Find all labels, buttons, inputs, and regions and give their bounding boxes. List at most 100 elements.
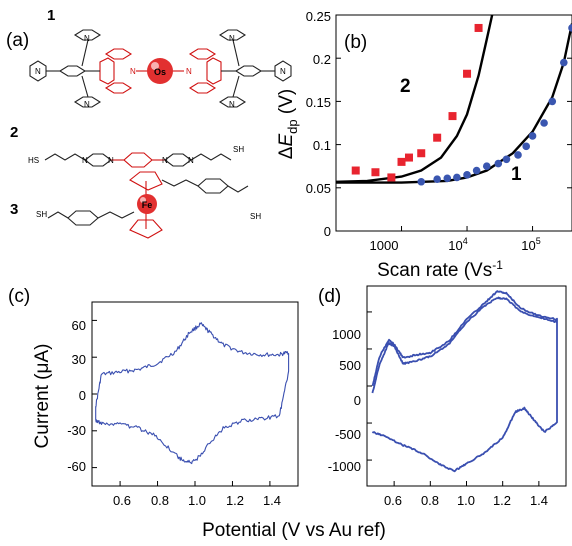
y-tick-label: 500 [339,358,361,373]
y-tick-label: 0 [79,388,86,403]
osmium-center: Os [136,58,184,84]
y-tick-label: -30 [67,423,86,438]
x-tick-label: 1.0 [188,493,206,508]
atom-label: N [186,67,192,76]
atom-label: N [130,67,136,76]
data-point-series-2 [433,133,442,142]
data-point-series-1 [540,119,548,127]
y-axis-title-c: Current (μA) [32,344,53,449]
data-point-series-1 [494,159,503,168]
data-point-series-2 [404,153,413,162]
x-tick-label: 1.2 [226,493,244,508]
tick-marks-d [367,311,540,486]
y-tick-label: 0 [324,224,331,239]
panel-label-d: (d) [318,286,341,307]
data-point-series-1 [472,166,481,175]
atom-label: N [108,156,114,165]
metal-label-os: Os [154,67,166,77]
y-tick-label: 0 [354,393,361,408]
atom-label: N [280,67,286,76]
compound-2-number: 2 [10,124,18,141]
panel-label-c: (c) [8,286,30,307]
atom-label: N [35,67,41,76]
data-point-series-1 [514,151,522,159]
metal-label-fe: Fe [142,200,153,210]
panel-a: (a) 1 [6,7,292,239]
atom-label: N [84,34,90,43]
compound-1-structure [29,29,292,108]
x-tick-label: 105 [521,236,540,253]
x-tick-label: 0.8 [421,493,439,508]
y-tick-label: 0.05 [306,181,331,196]
y-tick-label: -500 [335,427,361,442]
x-tick-label: 1.0 [457,493,475,508]
data-point-series-1 [502,155,511,164]
data-point-series-2 [474,23,483,32]
compound-2-structure [44,152,232,168]
plot-frame-b [335,14,572,232]
cv-trace-2 [371,296,558,394]
shared-x-axis-title: Potential (V vs Au ref) [202,520,386,541]
data-point-series-1 [548,97,557,106]
thiol-label-right: SH [250,212,261,221]
panel-label-b: (b) [344,32,367,53]
tick-marks-c [92,319,271,486]
series-label-1: 1 [511,164,522,185]
panel-label-a: (a) [6,30,29,51]
compound-3-number: 3 [10,201,18,218]
fit-line-series-1 [336,23,572,184]
data-point-series-2 [351,166,360,175]
data-point-series-1 [528,132,537,140]
y-tick-label: 30 [72,352,86,367]
data-point-series-1 [568,24,572,32]
data-point-series-1 [453,173,461,182]
y-tick-label: -1000 [328,459,361,474]
atom-label: N [84,100,90,109]
y-tick-label: 60 [72,318,86,333]
y-tick-label: 0.25 [306,9,331,24]
fit-line-series-2 [336,15,494,183]
tick-marks-b [336,14,572,232]
thiol-label-left: SH [36,210,47,219]
atom-label: N [82,156,88,165]
x-tick-label: 1.4 [263,493,281,508]
data-point-series-1 [417,177,426,186]
data-point-series-2 [448,112,457,121]
data-point-series-2 [417,149,426,158]
panel-b: (b) 0.25 0.2 0.15 0.1 0.05 0 1000 104 10… [276,9,572,281]
x-tick-label: 1000 [370,238,399,253]
y-tick-label: 1000 [332,327,361,342]
x-tick-label: 0.6 [113,493,131,508]
ferrocene-center: Fe [137,194,157,214]
data-point-series-2 [397,157,406,166]
data-markers-b [351,23,572,186]
y-tick-label: 0.2 [313,52,331,67]
compound-3-structure [47,171,249,239]
x-tick-label: 1.4 [530,493,548,508]
y-tick-label: -60 [67,459,86,474]
data-point-series-1 [482,162,491,170]
atom-label: N [162,156,168,165]
x-axis-title-b: Scan rate (Vs-1 [377,258,503,281]
data-point-series-1 [560,58,568,67]
data-point-series-1 [443,174,452,183]
y-tick-label: 0.1 [313,138,331,153]
data-point-series-2 [387,173,396,182]
series-label-2: 2 [400,76,411,97]
atom-label: N [188,156,194,165]
data-point-series-1 [522,142,531,151]
x-tick-label: 0.6 [384,493,402,508]
atom-label: N [229,34,235,43]
cv-trace-1 [371,290,558,473]
data-point-series-1 [433,175,441,183]
cv-trace-1 [95,322,290,465]
fit-lines-b [336,15,572,184]
panel-c: (c) 60 30 0 -30 -60 0.6 0.8 1.0 1.2 1.4 … [8,286,299,508]
y-axis-title-b: ΔEdp (V) [276,89,300,159]
data-point-series-1 [463,171,471,179]
cv-curve-c [95,322,290,465]
data-point-series-2 [371,168,380,177]
y-tick-label: 0.15 [306,95,331,110]
x-tick-label: 1.2 [493,493,511,508]
